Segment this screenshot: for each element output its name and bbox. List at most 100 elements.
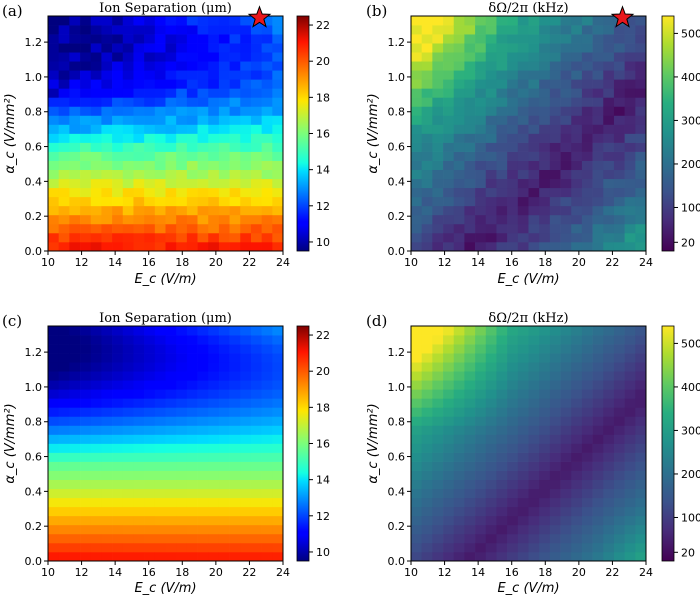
heatmap-cell xyxy=(229,196,241,207)
heatmap-cell xyxy=(613,362,625,372)
heatmap-cell xyxy=(592,353,604,363)
heatmap-cell xyxy=(122,97,134,107)
heatmap-cell xyxy=(229,178,241,189)
panel-a-heatmap-cells xyxy=(48,16,284,252)
heatmap-cell xyxy=(272,151,284,161)
heatmap-cell xyxy=(58,407,70,417)
heatmap-cell xyxy=(496,43,508,53)
heatmap-cell xyxy=(549,497,561,508)
heatmap-cell xyxy=(411,407,423,417)
heatmap-cell xyxy=(581,461,593,471)
heatmap-cell xyxy=(635,196,647,207)
heatmap-cell xyxy=(80,34,92,44)
heatmap-cell xyxy=(635,443,647,453)
heatmap-cell xyxy=(624,434,636,444)
heatmap-cell xyxy=(592,70,604,80)
heatmap-cell xyxy=(635,389,647,399)
heatmap-cell xyxy=(144,425,156,435)
heatmap-cell xyxy=(464,169,476,180)
heatmap-cell xyxy=(90,223,102,234)
heatmap-cell xyxy=(592,61,604,71)
heatmap-cell xyxy=(443,106,455,116)
heatmap-cell xyxy=(80,43,92,53)
heatmap-cell xyxy=(154,551,166,562)
heatmap-cell xyxy=(507,34,519,44)
heatmap-cell xyxy=(432,461,444,471)
heatmap-cell xyxy=(154,241,166,252)
heatmap-cell xyxy=(90,542,102,553)
heatmap-cell xyxy=(122,178,134,189)
heatmap-cell xyxy=(272,196,284,207)
heatmap-cell xyxy=(613,34,625,44)
heatmap-cell xyxy=(133,362,145,372)
heatmap-cell xyxy=(197,398,209,408)
panel-d: (d) δΩ/2π (kHz) 10 12 14 16 18 20 22 24 0.00.20… xyxy=(366,311,700,596)
heatmap-cell xyxy=(581,416,593,426)
heatmap-cell xyxy=(517,515,529,526)
heatmap-cell xyxy=(581,425,593,435)
heatmap-cell xyxy=(101,389,113,399)
heatmap-cell xyxy=(496,232,508,243)
heatmap-cell xyxy=(603,398,615,408)
heatmap-cell xyxy=(432,43,444,53)
heatmap-cell xyxy=(101,443,113,453)
panel-a-xlabel: E_c (V/m) xyxy=(134,272,196,287)
heatmap-cell xyxy=(475,232,487,243)
heatmap-cell xyxy=(112,398,124,408)
heatmap-cell xyxy=(411,452,423,462)
heatmap-cell xyxy=(186,479,198,490)
heatmap-cell xyxy=(464,25,476,35)
heatmap-cell xyxy=(432,389,444,399)
heatmap-cell xyxy=(90,488,102,499)
heatmap-cell xyxy=(80,241,92,252)
heatmap-cell xyxy=(69,160,81,171)
heatmap-cell xyxy=(581,70,593,80)
heatmap-cell xyxy=(613,52,625,62)
heatmap-cell xyxy=(517,416,529,426)
heatmap-cell xyxy=(571,515,583,526)
heatmap-cell xyxy=(197,425,209,435)
heatmap-cell xyxy=(80,416,92,426)
heatmap-cell xyxy=(560,214,572,225)
heatmap-cell xyxy=(432,70,444,80)
heatmap-cell xyxy=(560,461,572,471)
heatmap-cell xyxy=(133,61,145,71)
heatmap-cell xyxy=(432,16,444,26)
heatmap-cell xyxy=(101,16,113,26)
heatmap-cell xyxy=(218,223,230,234)
heatmap-cell xyxy=(208,115,220,125)
heatmap-cell xyxy=(144,88,156,98)
heatmap-cell xyxy=(507,542,519,553)
heatmap-cell xyxy=(475,434,487,444)
heatmap-cell xyxy=(432,443,444,453)
heatmap-cell xyxy=(154,362,166,372)
heatmap-cell xyxy=(250,335,262,345)
heatmap-cell xyxy=(432,232,444,243)
heatmap-cell xyxy=(144,416,156,426)
heatmap-cell xyxy=(432,61,444,71)
heatmap-cell xyxy=(592,43,604,53)
heatmap-cell xyxy=(581,407,593,417)
heatmap-cell xyxy=(133,461,145,471)
heatmap-cell xyxy=(539,362,551,372)
heatmap-cell xyxy=(101,88,113,98)
heatmap-cell xyxy=(133,106,145,116)
heatmap-cell xyxy=(144,389,156,399)
heatmap-cell xyxy=(69,169,81,180)
heatmap-cell xyxy=(229,326,241,336)
heatmap-cell xyxy=(165,214,177,225)
heatmap-cell xyxy=(186,223,198,234)
heatmap-cell xyxy=(154,515,166,526)
heatmap-cell xyxy=(261,70,273,80)
heatmap-cell xyxy=(475,97,487,107)
heatmap-cell xyxy=(186,124,198,134)
heatmap-cell xyxy=(48,124,60,134)
heatmap-cell xyxy=(581,106,593,116)
x-tick-label: 18 xyxy=(538,256,552,269)
heatmap-cell xyxy=(475,533,487,544)
heatmap-cell xyxy=(549,452,561,462)
heatmap-cell xyxy=(229,389,241,399)
heatmap-cell xyxy=(80,25,92,35)
heatmap-cell xyxy=(560,52,572,62)
heatmap-cell xyxy=(592,187,604,198)
